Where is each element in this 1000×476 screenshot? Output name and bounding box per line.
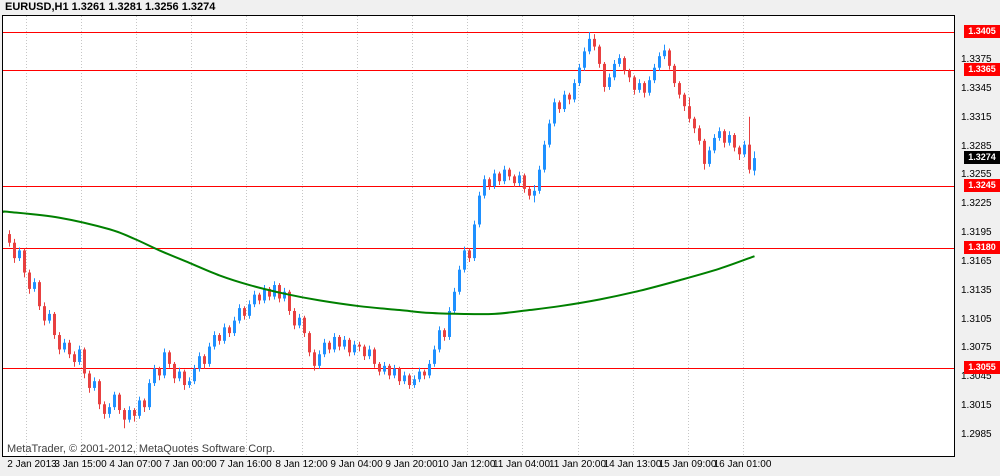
price-level-label: 1.3365 [964,63,1000,77]
price-tick-label: 1.3015 [961,400,992,412]
price-level-label: 1.3180 [964,241,1000,254]
time-axis-label: 14 Jan 13:00 [603,459,662,470]
price-tick-label: 1.3315 [961,111,992,123]
price-tick-label: 1.2985 [961,429,992,440]
candlestick-chart [3,16,954,456]
candles-series [8,32,756,429]
time-axis-label: 2 Jan 2013 [7,459,57,470]
price-tick-label: 1.3255 [961,169,992,181]
price-level-label: 1.3055 [964,361,1000,375]
time-axis-label: 15 Jan 09:00 [658,459,717,470]
time-axis-label: 16 Jan 01:00 [713,459,772,470]
time-axis-label: 10 Jan 12:00 [437,459,496,470]
price-level-label: 1.3245 [964,178,1000,192]
price-tick-label: 1.3165 [961,255,992,267]
price-level-label: 1.3405 [964,24,1000,38]
time-axis-label: 11 Jan 04:00 [492,459,551,470]
chart-plot-area[interactable]: MetaTrader, © 2001-2012, MetaQuotes Soft… [2,15,955,457]
price-tick-label: 1.3105 [961,313,992,325]
time-axis-label: 4 Jan 07:00 [109,459,162,470]
price-level-lines [3,32,954,369]
time-axis-label: 9 Jan 04:00 [330,459,383,470]
time-axis[interactable]: 2 Jan 2013 3 Jan 15:00 4 Jan 07:00 7 Jan 00… [0,459,1000,473]
watermark: MetaTrader, © 2001-2012, MetaQuotes Soft… [7,443,276,455]
price-tick-label: 1.3195 [961,227,992,239]
price-tick-label: 1.3285 [961,140,992,152]
current-price-label: 1.3274 [964,150,1000,164]
chart-title: EURUSD,H1 1.3261 1.3281 1.3256 1.3274 [5,1,216,13]
price-axis[interactable]: 1.3375 1.3345 1.3315 1.3285 1.3255 1.3225 1.31… [956,15,1000,457]
time-axis-label: 7 Jan 00:00 [164,459,217,470]
price-tick-label: 1.3225 [961,198,992,210]
price-tick-label: 1.3345 [961,82,992,94]
price-tick-label: 1.3375 [961,54,992,65]
time-axis-label: 8 Jan 12:00 [275,459,328,470]
price-tick-label: 1.3135 [961,284,992,296]
time-axis-label: 3 Jan 15:00 [54,459,107,470]
price-tick-label: 1.3045 [961,371,992,383]
vertical-gridlines [26,16,744,456]
time-axis-label: 11 Jan 20:00 [548,459,607,470]
time-axis-label: 9 Jan 20:00 [385,459,438,470]
time-axis-label: 7 Jan 16:00 [219,459,272,470]
price-tick-label: 1.3075 [961,342,992,354]
moving-average-line [3,210,755,316]
